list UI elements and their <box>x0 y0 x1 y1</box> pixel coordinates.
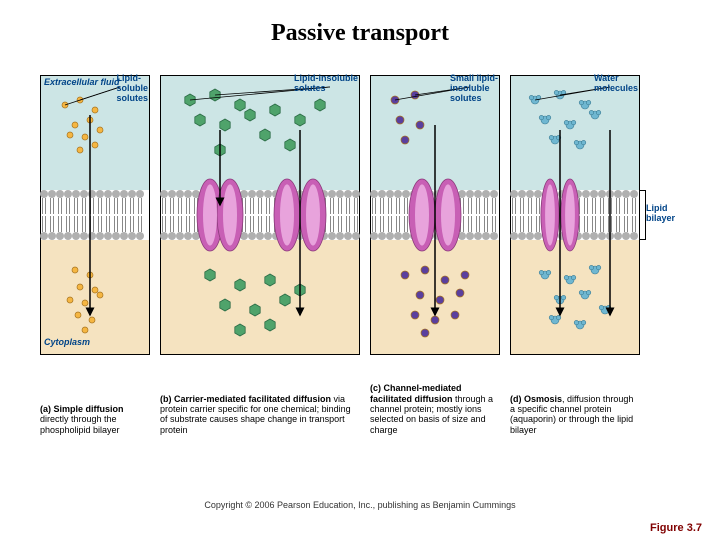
panel-c: Small lipid- insoluble solutes(c) Channe… <box>370 75 500 355</box>
panel-d: Water molecules(d) Osmosis, diffusion th… <box>510 75 640 355</box>
lipid-bilayer-label: Lipid bilayer <box>646 203 675 223</box>
cytoplasm-label: Cytoplasm <box>44 337 90 347</box>
caption-d: (d) Osmosis, diffusion through a specifi… <box>510 394 640 435</box>
caption-a: (a) Simple diffusion directly through th… <box>40 404 150 435</box>
caption-b: (b) Carrier-mediated facilitated diffusi… <box>160 394 360 435</box>
extracellular-label: Extracellular fluid <box>44 77 120 87</box>
solute-label-b: Lipid-insoluble solutes <box>294 73 358 93</box>
figure: Lipid- soluble solutes (a) Simple diffusi… <box>40 75 680 435</box>
caption-c: (c) Channel-mediated facilitated diffusi… <box>370 383 500 435</box>
page-title: Passive transport <box>0 0 720 47</box>
solute-label-d: Water molecules <box>594 73 638 93</box>
lipid-bilayer-bracket <box>640 190 646 240</box>
panel-b: Lipid-insoluble solutes(b) Carrier-media… <box>160 75 360 355</box>
figure-number: Figure 3.7 <box>650 522 702 534</box>
solute-label-a: Lipid- soluble solutes <box>116 73 148 103</box>
panel-a: Lipid- soluble solutes(a) Simple diffusi… <box>40 75 150 355</box>
solute-label-c: Small lipid- insoluble solutes <box>450 73 498 103</box>
copyright-text: Copyright © 2006 Pearson Education, Inc.… <box>0 500 720 510</box>
